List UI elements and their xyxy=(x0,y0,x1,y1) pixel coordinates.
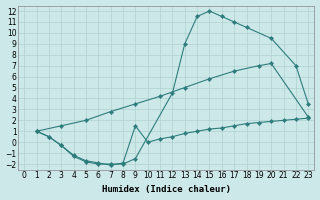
X-axis label: Humidex (Indice chaleur): Humidex (Indice chaleur) xyxy=(102,185,231,194)
